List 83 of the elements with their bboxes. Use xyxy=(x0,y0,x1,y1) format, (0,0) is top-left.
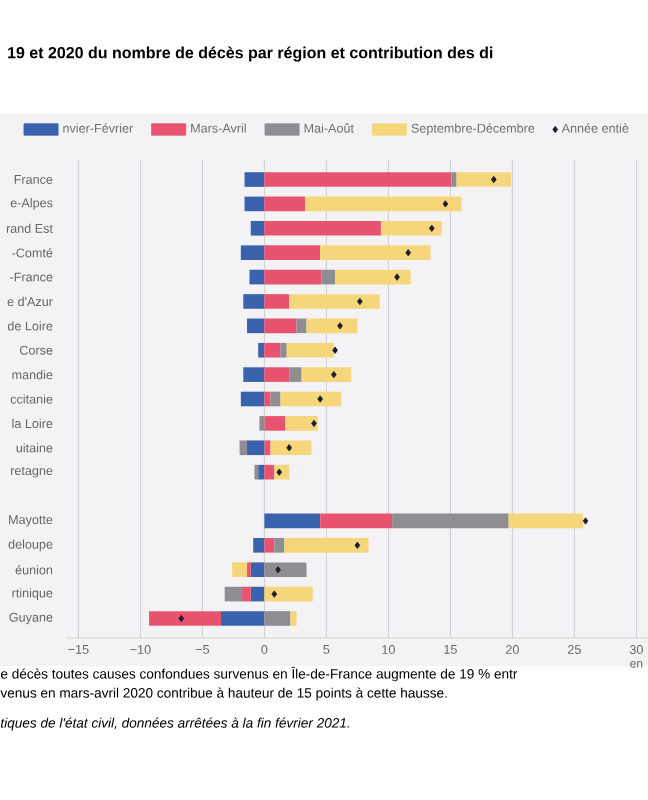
point xyxy=(317,395,323,403)
bar xyxy=(149,611,221,626)
bar xyxy=(451,172,457,187)
bar xyxy=(321,269,336,285)
bar xyxy=(274,538,285,553)
bar xyxy=(306,318,358,334)
point xyxy=(357,297,363,306)
bar xyxy=(249,269,265,285)
bar xyxy=(244,196,265,212)
bar xyxy=(264,562,307,578)
bar xyxy=(240,391,265,407)
bar xyxy=(243,367,265,382)
bar xyxy=(253,538,265,553)
bar xyxy=(220,611,265,626)
bar xyxy=(286,342,334,358)
bar xyxy=(258,342,265,358)
bar xyxy=(232,562,248,578)
bar xyxy=(305,196,462,212)
bar xyxy=(270,391,281,407)
bar xyxy=(280,391,342,407)
point xyxy=(311,419,317,427)
bar xyxy=(264,416,286,431)
bar xyxy=(264,196,306,212)
bar xyxy=(264,391,271,407)
point xyxy=(275,566,281,574)
bar xyxy=(250,220,265,236)
bar xyxy=(296,318,307,334)
bar xyxy=(264,172,452,187)
bar xyxy=(264,294,290,309)
bar xyxy=(320,245,431,260)
bar xyxy=(240,245,265,260)
bar xyxy=(264,269,322,285)
bar xyxy=(290,611,297,626)
point xyxy=(442,200,449,208)
bar xyxy=(247,440,265,456)
bar xyxy=(289,294,380,309)
bar xyxy=(247,318,265,334)
bar xyxy=(250,586,265,602)
bar xyxy=(264,586,313,602)
point xyxy=(331,371,337,379)
bar xyxy=(264,440,271,456)
bar xyxy=(239,440,248,456)
bar xyxy=(264,513,321,529)
bar xyxy=(264,342,281,358)
bar xyxy=(508,513,584,529)
bar xyxy=(259,416,265,431)
bar xyxy=(264,611,291,626)
bar xyxy=(270,440,312,456)
bar xyxy=(264,220,381,236)
bar xyxy=(264,245,321,260)
bar xyxy=(242,586,251,602)
bar xyxy=(285,416,318,431)
bar xyxy=(456,172,512,187)
point xyxy=(405,249,412,257)
point xyxy=(428,224,435,232)
point xyxy=(490,175,497,184)
bar xyxy=(380,220,442,236)
bar xyxy=(258,464,265,480)
bar xyxy=(301,367,352,382)
point xyxy=(332,346,338,354)
bar xyxy=(320,513,393,529)
bar xyxy=(284,538,369,553)
bar xyxy=(264,367,290,382)
point xyxy=(178,614,185,623)
point xyxy=(394,273,400,281)
chart-title: 19 et 2020 du nombre de décès par région et contribution des di xyxy=(8,46,493,62)
bar xyxy=(280,342,287,358)
bar xyxy=(243,294,265,309)
bar xyxy=(335,269,411,285)
point xyxy=(271,590,278,598)
point xyxy=(276,468,283,476)
point xyxy=(286,444,292,452)
point xyxy=(354,541,361,549)
bar xyxy=(264,538,275,553)
bar xyxy=(224,586,243,602)
bar xyxy=(250,562,265,578)
point xyxy=(582,517,589,525)
bar xyxy=(244,172,265,187)
bar xyxy=(264,464,275,480)
bar xyxy=(264,318,297,334)
bar xyxy=(289,367,302,382)
bar xyxy=(392,513,509,529)
point xyxy=(337,322,343,330)
